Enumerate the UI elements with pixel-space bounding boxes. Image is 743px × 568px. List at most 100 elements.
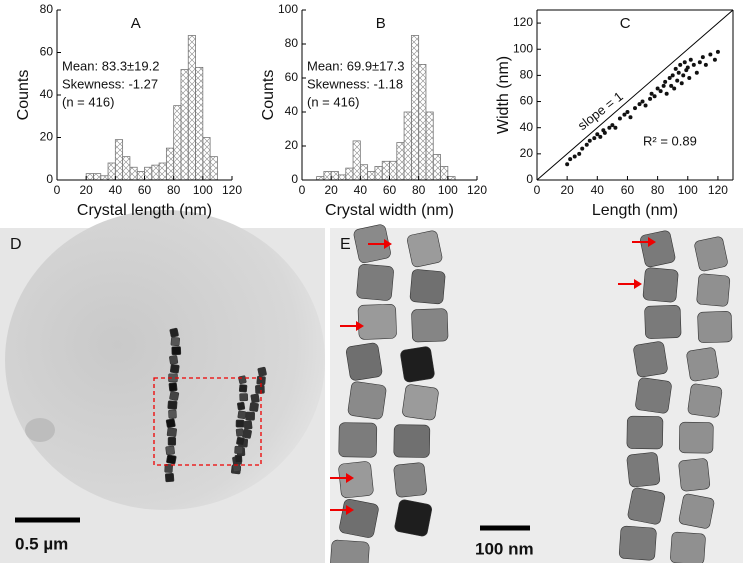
panel-label: C (620, 15, 631, 32)
x-tick-label: 60 (383, 183, 397, 197)
crystal (169, 364, 180, 374)
panel-label: D (10, 236, 22, 253)
crystal (339, 499, 379, 538)
bar (93, 173, 102, 181)
crystal (238, 384, 248, 393)
x-tick-label: 0 (54, 183, 61, 197)
crystal (232, 463, 242, 472)
annotation: slope = 1 (575, 89, 626, 134)
point (577, 151, 582, 156)
y-tick-label: 80 (520, 68, 534, 82)
point (649, 91, 654, 96)
crystal (168, 382, 178, 392)
point (655, 86, 660, 91)
point (607, 125, 612, 130)
crystal (635, 377, 672, 414)
arrow-head (346, 505, 354, 515)
y-tick-label: 20 (520, 146, 534, 160)
y-axis-label: Width (nm) (495, 56, 512, 134)
point (681, 73, 686, 78)
bar (381, 160, 390, 181)
crystal (235, 428, 244, 437)
bar (85, 173, 94, 181)
point (669, 83, 674, 88)
y-tick-label: 0 (291, 172, 298, 186)
point (580, 146, 585, 151)
annotation: R² = 0.89 (643, 133, 697, 148)
x-tick-label: 80 (167, 183, 181, 197)
crystal (626, 452, 661, 488)
tem-image-d: D 0.5 µm (0, 210, 325, 563)
bar (338, 174, 347, 181)
point (602, 130, 607, 135)
point (643, 103, 648, 108)
annotation: Mean: 83.3±19.2 (62, 58, 159, 73)
y-tick-label: 60 (40, 45, 54, 59)
point (658, 89, 663, 94)
x-tick-label: 20 (324, 183, 338, 197)
crystal (234, 445, 244, 455)
bar (352, 140, 361, 181)
y-tick-label: 40 (40, 87, 54, 101)
y-tick-label: 60 (285, 70, 299, 84)
crystal (411, 308, 449, 343)
crystal (164, 463, 173, 473)
y-tick-label: 20 (285, 138, 299, 152)
crystal (169, 327, 179, 338)
bar (418, 64, 427, 181)
tem-image-e: 100 nm E (329, 224, 743, 568)
point (670, 73, 675, 78)
point (675, 78, 680, 83)
scale-label: 0.5 µm (15, 534, 68, 553)
crystal (644, 305, 682, 339)
x-axis-label: Crystal width (nm) (325, 202, 454, 219)
crystal (402, 384, 439, 421)
point (691, 62, 696, 67)
crystal (678, 421, 714, 454)
point (637, 102, 642, 107)
bar (144, 166, 153, 181)
bar (367, 171, 376, 181)
crystal (167, 400, 178, 410)
crystal (171, 346, 182, 356)
bar (323, 171, 332, 181)
point (648, 96, 653, 101)
y-tick-label: 40 (520, 120, 534, 134)
crystal (255, 384, 265, 394)
crystal (697, 311, 733, 344)
crystal (687, 383, 723, 418)
bar (165, 147, 175, 181)
x-tick-label: 0 (534, 183, 541, 197)
point (633, 106, 637, 111)
point (703, 62, 708, 67)
point (628, 115, 633, 120)
crystal (238, 375, 247, 385)
point (610, 123, 615, 128)
crystal (239, 393, 249, 402)
crystal (393, 424, 431, 458)
point (687, 76, 692, 80)
point (672, 86, 677, 91)
crystal (167, 436, 177, 446)
reference-line (536, 9, 734, 181)
point (688, 57, 693, 62)
bar (316, 176, 325, 181)
x-tick-label: 100 (438, 183, 458, 197)
point (673, 66, 678, 71)
point (568, 157, 573, 162)
annotation: (n = 416) (307, 94, 359, 109)
y-tick-label: 40 (285, 104, 299, 118)
y-tick-label: 0 (46, 172, 53, 186)
bar (129, 166, 138, 181)
point (617, 116, 622, 121)
arrow-head (346, 473, 354, 483)
crystal (338, 422, 378, 458)
crystal (249, 402, 259, 412)
x-tick-label: 20 (560, 183, 574, 197)
crystal (357, 304, 397, 340)
x-tick-label: 20 (79, 183, 93, 197)
crystal (640, 230, 676, 268)
crystal (409, 269, 446, 305)
point (694, 70, 699, 75)
x-tick-label: 40 (591, 183, 605, 197)
